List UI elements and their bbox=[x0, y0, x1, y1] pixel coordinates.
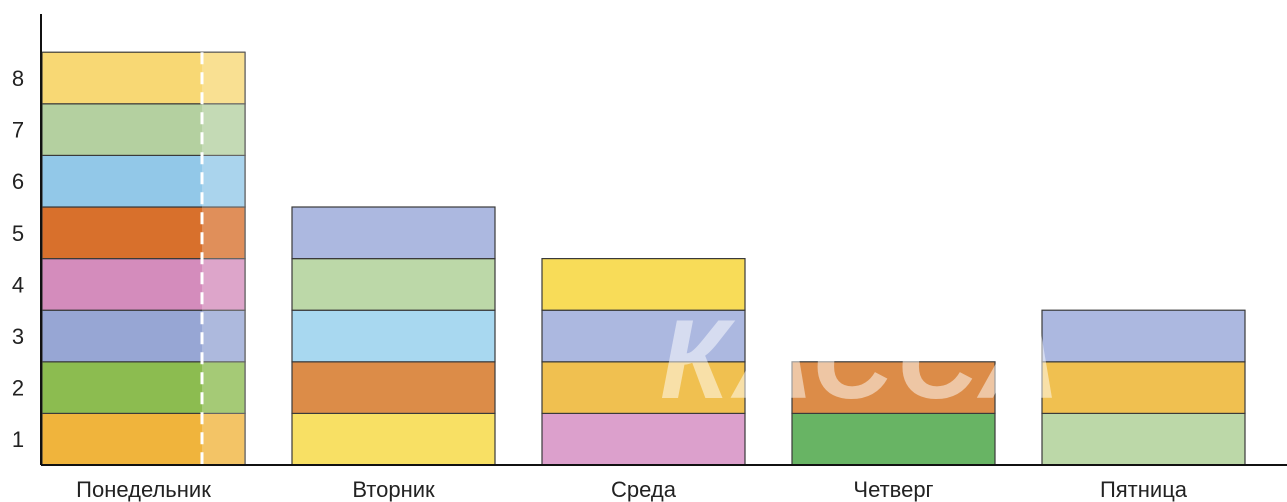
bar-segment bbox=[791, 361, 996, 414]
category-label: Четверг bbox=[853, 477, 933, 502]
bar-segment bbox=[291, 412, 496, 466]
bar-segment bbox=[291, 206, 496, 260]
y-tick-label: 8 bbox=[12, 66, 24, 91]
y-tick-label: 1 bbox=[12, 427, 24, 452]
bar-segment bbox=[41, 206, 246, 260]
y-tick-label: 3 bbox=[12, 324, 24, 349]
bar-segment bbox=[541, 258, 746, 311]
category-label: Пятница bbox=[1100, 477, 1188, 502]
bar-segment bbox=[41, 154, 246, 208]
y-tick-label: 5 bbox=[12, 221, 24, 246]
bar-segment bbox=[1041, 412, 1246, 466]
y-tick-label: 7 bbox=[12, 118, 24, 143]
category-label: Вторник bbox=[352, 477, 435, 502]
bar-highlight-overlay bbox=[202, 52, 245, 465]
y-tick-label: 4 bbox=[12, 272, 24, 297]
bar-segment bbox=[541, 309, 746, 363]
category-label: Понедельник bbox=[76, 477, 211, 502]
bar-segment bbox=[791, 412, 996, 466]
bar-segment bbox=[291, 258, 496, 311]
y-tick-label: 2 bbox=[12, 376, 24, 401]
category-labels-group: Понедельник Вторник Среда Четверг Пятница bbox=[76, 477, 1188, 502]
category-label: Среда bbox=[611, 477, 677, 502]
y-tick-label: 6 bbox=[12, 169, 24, 194]
y-ticks-group: 1 2 3 4 5 6 7 8 bbox=[12, 66, 24, 452]
watermark: КАССА bbox=[660, 297, 1064, 422]
bars-group bbox=[41, 51, 1246, 466]
bar-segment bbox=[41, 258, 246, 311]
bar-segment bbox=[541, 361, 746, 414]
bar-segment bbox=[41, 361, 246, 414]
bar-segment bbox=[291, 361, 496, 414]
bar-segment bbox=[291, 309, 496, 363]
bar-segment bbox=[1041, 361, 1246, 414]
bar-segment bbox=[1041, 309, 1246, 363]
bar-segment bbox=[41, 103, 246, 157]
bar-segment bbox=[41, 412, 246, 466]
bar-segment bbox=[541, 412, 746, 466]
